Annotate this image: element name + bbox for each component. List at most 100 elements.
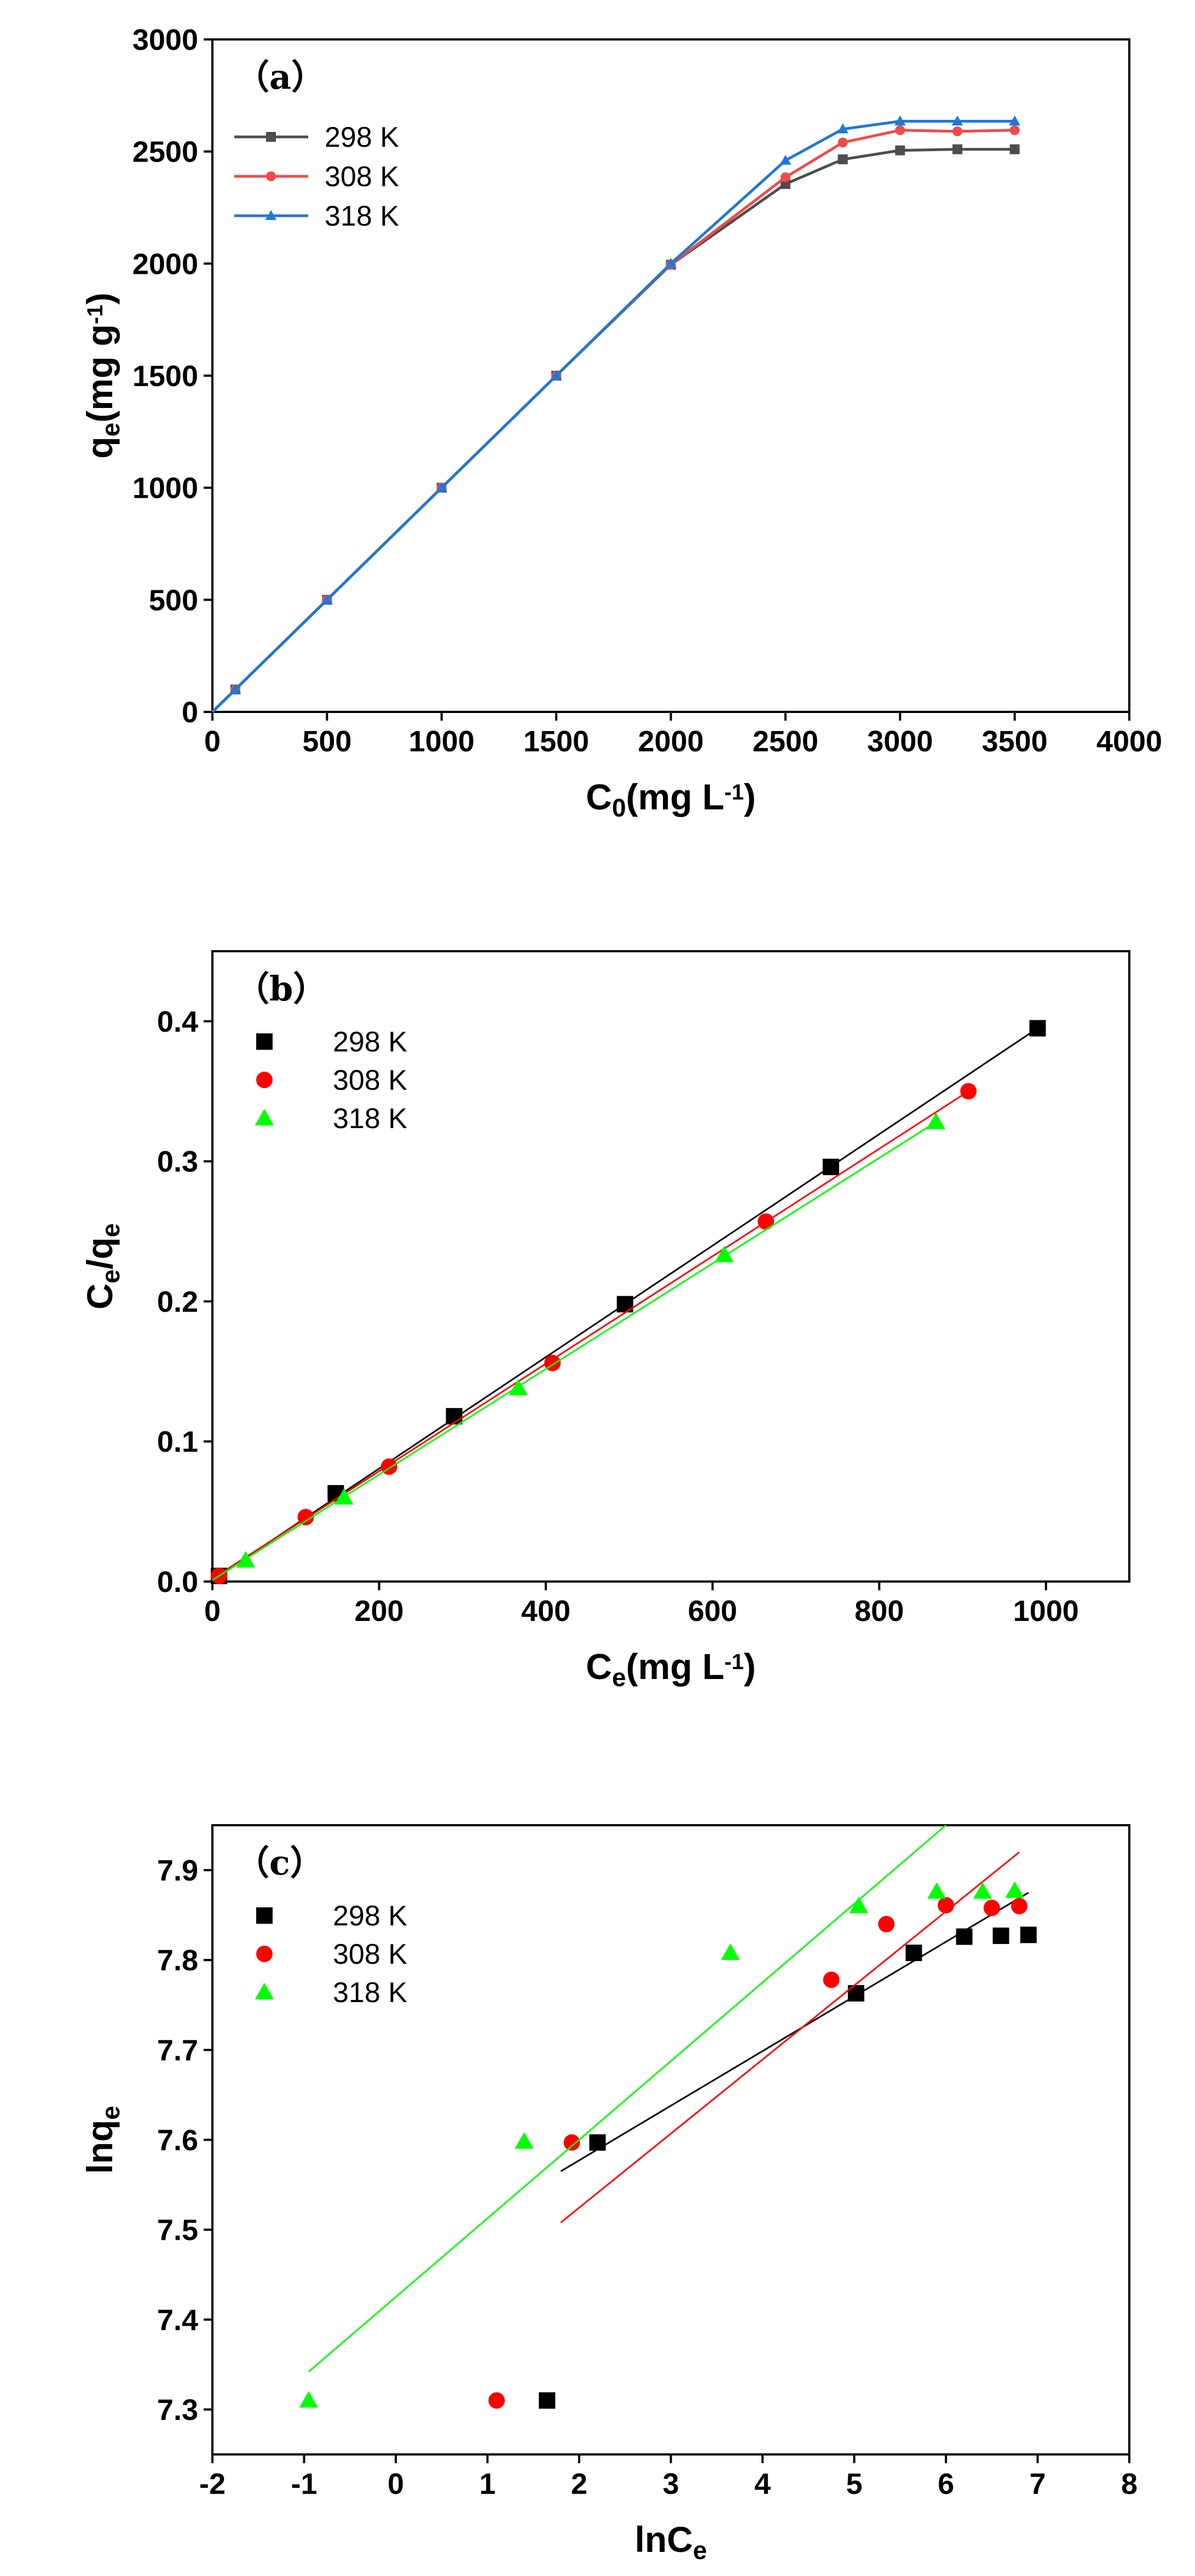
legend-marker [265,210,277,220]
series-318k [299,1824,1024,2408]
data-point [992,1927,1009,1944]
data-point [927,1882,946,1899]
legend-label: 298 K [325,122,399,153]
y-tick-label: 1500 [132,360,198,393]
x-tick-label: 500 [302,725,351,758]
y-axis-title-main: C [79,1284,120,1310]
data-point [321,594,333,605]
x-tick-label: 8 [1121,2468,1138,2500]
data-point [1009,125,1020,135]
data-point [895,145,905,156]
data-point [838,154,848,164]
data-point [973,1882,992,1899]
fit-line [212,1121,937,1581]
fit-line [560,1891,1029,2172]
data-point [952,144,962,154]
legend-label: 308 K [325,161,399,193]
data-point [838,137,848,148]
y-tick-label: 7.7 [157,2034,198,2067]
x-axis-title-sub: 0 [612,794,626,822]
x-axis-title-main: C [586,1646,612,1687]
data-point [515,2132,534,2149]
data-point [905,1945,922,1962]
legend-marker [266,171,276,181]
y-tick-label: 2000 [132,248,198,280]
fit-line [560,1852,1020,2223]
data-point [1009,116,1020,126]
x-tick-label: 400 [521,1595,570,1628]
x-axis-title-main: C [586,777,612,817]
legend-marker [256,1946,273,1962]
data-point [926,1112,945,1129]
x-tick-label: 2 [571,2468,587,2500]
x-axis-title: C0(mg L-1) [586,777,755,822]
legend-marker [256,1072,273,1088]
y-axis-title-main: lnq [79,2120,120,2174]
y-tick-label: 7.5 [157,2214,198,2247]
panel-label: （b） [235,969,327,1009]
x-tick-label: 200 [354,1595,403,1628]
y-axis-title-sub: e [96,1269,125,1284]
data-point [895,125,905,135]
data-point [299,2391,319,2408]
data-point [1029,1020,1046,1037]
y-tick-label: 7.3 [157,2394,198,2427]
y-tick-label: 7.6 [157,2124,198,2157]
data-point [847,1985,864,2002]
series-298k [539,1891,1037,2409]
x-tick-label: 0 [204,1595,221,1628]
legend-marker [255,1982,274,1999]
y-axis-title-sub2: e [96,1223,125,1238]
y-tick-label: 500 [149,584,198,617]
legend: 298 K 308 K 318 K [255,1026,407,1135]
x-axis-title: Ce(mg L-1) [586,1646,755,1692]
data-point [849,1896,869,1913]
x-axis-title-sup: -1 [724,1650,744,1674]
legend-marker [266,132,276,142]
y-axis-title: lnqe [79,2106,125,2174]
x-tick-label: 4000 [1096,725,1162,758]
data-point [539,2392,556,2409]
x-tick-label: 6 [938,2468,954,2500]
legend: 298 K 308 K 318 K [255,1900,407,2009]
fit-line [308,1824,946,2373]
series-line [211,148,1015,713]
x-tick-label: 3000 [867,725,933,758]
x-axis-title-sub: e [612,1663,626,1692]
x-tick-label: 1 [479,2468,495,2500]
y-tick-label: 0.2 [157,1285,198,1318]
data-point [665,257,677,268]
y-axis-title-end: ) [79,292,120,304]
data-point [714,1245,734,1262]
y-axis-title-main: q [79,436,120,458]
data-point [878,1916,895,1933]
data-point [983,1900,1000,1917]
plot-frame [211,950,1130,1583]
data-point [823,1971,840,1988]
legend-label: 318 K [333,1977,407,2009]
chart-panel-1: 0 500 1000 1500 2000 2500 3000 3500 4000 0 500 1000… [79,24,1162,822]
data-point [1011,1898,1027,1914]
x-tick-label: 1000 [1013,1595,1079,1628]
y-tick-label: 1000 [132,472,198,505]
y-axis-title-rest: /q [79,1237,120,1269]
data-point [780,154,792,165]
data-point [780,172,790,182]
x-axis-title: lnCe [635,2519,707,2565]
x-tick-label: 3 [662,2468,679,2500]
data-point [334,1488,354,1505]
data-point [563,2134,580,2151]
x-tick-label: 2500 [753,725,818,758]
y-axis-title: Ce/qe [79,1223,125,1310]
y-tick-label: 0.0 [157,1566,198,1599]
data-point [236,1551,256,1568]
legend-label: 298 K [333,1026,407,1058]
series-318k [211,116,1020,713]
legend-label: 318 K [333,1103,407,1135]
y-axis-title-rest: (mg g [79,324,120,423]
data-point [446,1408,463,1425]
x-axis-title-sup: -1 [724,780,744,804]
x-axis-title-sub: e [693,2536,707,2565]
data-point [488,2392,505,2409]
